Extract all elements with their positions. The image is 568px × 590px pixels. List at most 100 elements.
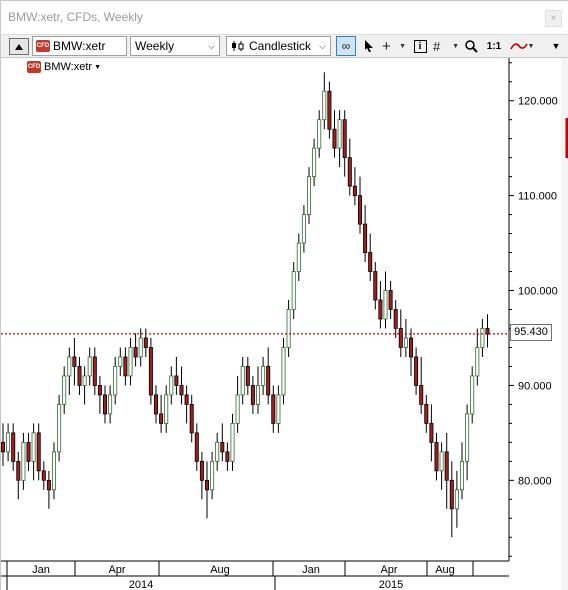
candle-down [97,385,102,396]
candle-up [480,328,485,348]
candle-down [189,404,194,434]
candle-up [322,90,327,121]
link-chain-icon: ∞ [341,39,351,53]
indicators-button[interactable]: ▼ [508,36,536,56]
candle-down [250,385,255,405]
candle-down [245,366,250,386]
caret-down-icon: ▼ [399,42,406,50]
zoom-tool-button[interactable] [463,36,479,56]
triangle-up-icon [15,43,23,50]
period-select[interactable]: Weekly ⌵ [130,36,220,56]
candle-down [485,328,490,335]
candle-down [41,470,46,481]
candle-up [255,385,260,405]
candle-up [108,394,113,415]
candle-down [398,328,403,348]
candle-down [16,460,21,481]
series-legend[interactable]: CFD BMW:xetr ▼ [27,61,101,73]
x-month-label: Apr [380,564,397,576]
candlestick-chart-svg[interactable]: 80.000 90.000 100.000 110.000 120.000 Jan Apr A… [0,58,568,590]
cfd-badge-icon: CFD [27,61,41,73]
candle-up [57,404,62,453]
caret-down-icon: ▼ [452,42,459,50]
candle-down [92,356,97,386]
candle-down [11,432,16,462]
x-month-label: Apr [108,564,125,576]
magnifier-icon [464,39,478,53]
candle-up [82,375,87,386]
symbol-input[interactable]: CFD BMW:xetr [32,36,127,56]
legend-label: BMW:xetr [44,61,93,73]
y-tick-label: 110.000 [518,191,557,203]
candle-up [383,290,388,320]
grid-tool-button[interactable]: # ▼ [433,36,459,56]
candle-down [77,366,82,386]
close-icon[interactable]: × [545,10,562,27]
candle-down [220,441,225,453]
candle-up [235,394,240,424]
x-year-label: 2014 [129,579,153,590]
candle-down [36,432,41,472]
candle-up [281,347,286,396]
candle-up [312,147,317,178]
right-scroll-strip [561,58,568,590]
candle-down [194,432,199,462]
candle-up [62,375,67,405]
candle-down [179,385,184,396]
x-month-label: Aug [435,564,455,576]
candle-up [6,432,11,453]
candle-down [26,441,31,462]
price-chart[interactable]: 80.000 90.000 100.000 110.000 120.000 Jan Apr A… [0,58,568,590]
candle-down [143,337,148,348]
candle-down [444,451,449,481]
chart-type-select[interactable]: Candlestick ⌵ [226,36,331,56]
candle-up [296,242,301,272]
candle-down [424,404,429,424]
crosshair-tool-button[interactable]: + ▼ [382,36,406,56]
candle-down [159,413,164,424]
candle-down [46,479,51,491]
arrow-cursor-icon [365,40,373,52]
candle-down [72,356,77,367]
indicator-wave-icon [509,43,528,50]
candle-up [164,394,169,424]
candle-down [204,479,209,491]
zoom-reset-button[interactable]: 1:1 [484,36,504,56]
collapse-toolbar-button[interactable] [9,38,29,55]
y-tick-label: 100.000 [518,286,558,298]
candle-down [266,366,271,396]
y-tick-label: 90.000 [518,380,552,392]
candle-down [174,375,179,386]
candle-down [123,356,128,377]
cursor-tool-button[interactable] [361,36,377,56]
candle-up [337,119,342,149]
candle-up [118,356,123,367]
overflow-chevron-icon: ▼ [551,41,561,51]
x-month-label: Jan [32,564,50,576]
candle-down [388,290,393,310]
candle-up [301,214,306,244]
toolbar-overflow-button[interactable]: ▼ [549,36,563,56]
candle-down [449,479,454,510]
candle-up [21,441,26,481]
candle-down [103,394,108,415]
chevron-down-icon: ⌵ [208,40,215,51]
link-tool-button[interactable]: ∞ [336,36,356,56]
candle-up [317,119,322,149]
candle-up [52,451,57,491]
candle-down [434,441,439,472]
window-title: BMW:xetr, CFDs, Weekly [8,10,143,24]
candle-down [368,252,373,272]
candle-down [327,90,332,130]
candle-up [286,309,291,348]
candle-down [332,128,337,149]
info-tool-button[interactable]: i [412,36,428,56]
period-value: Weekly [135,39,175,53]
candle-up [291,271,296,310]
candle-up [475,347,480,377]
y-tick-label: 120.000 [518,96,558,108]
candle-up [128,347,133,377]
candle-down [133,347,138,358]
candle-down [347,157,352,187]
